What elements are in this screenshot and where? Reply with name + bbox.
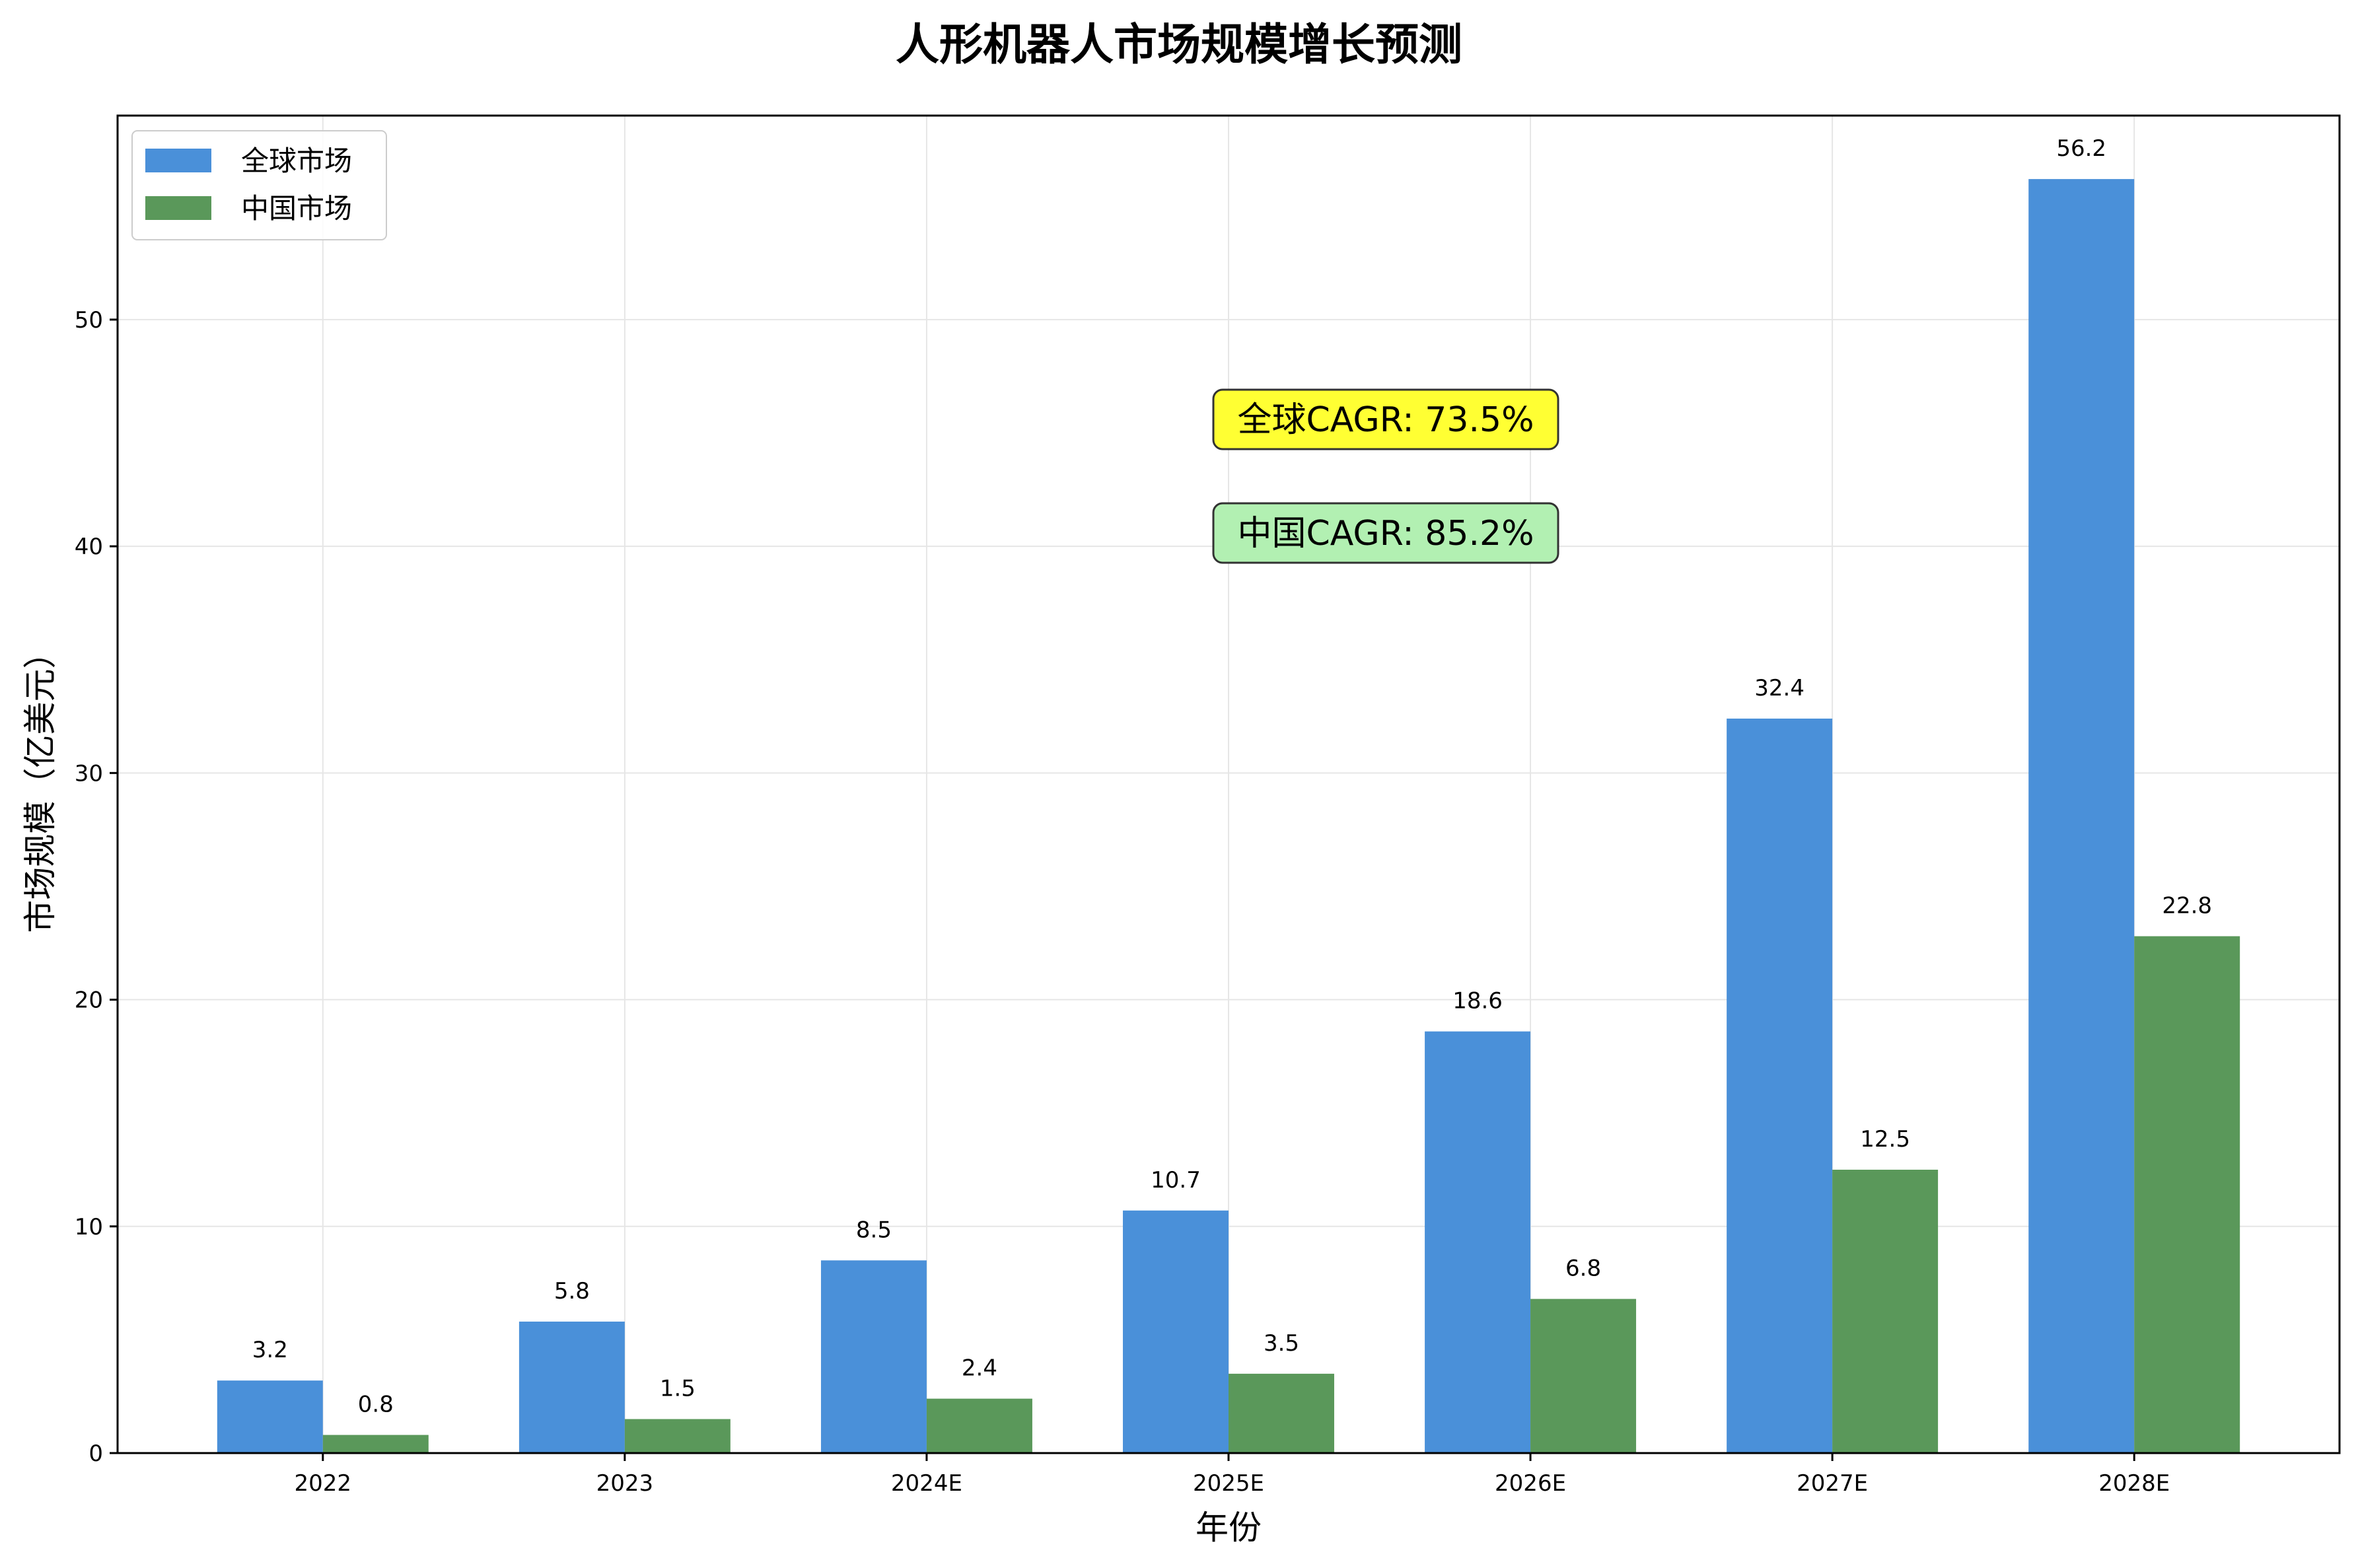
bars [217,179,2240,1453]
x-tick-label-2026e: 2026E [1495,1470,1566,1497]
x-tick-label-2028e: 2028E [2098,1470,2170,1497]
value-label-china-2023: 1.5 [660,1376,696,1402]
x-tick-label-2027e: 2027E [1797,1470,1868,1497]
bar-global-2028e [2028,179,2135,1453]
y-ticks: 0 10 20 30 40 50 [75,307,118,1467]
y-tick-label-0: 0 [89,1441,103,1467]
bar-global-2022 [217,1380,323,1453]
value-label-global-2028e: 56.2 [2056,135,2106,162]
value-label-china-2024e: 2.4 [962,1355,997,1382]
value-label-global-2022: 3.2 [252,1337,288,1363]
cagr-annotation-china: 中国CAGR: 85.2% [1212,502,1559,564]
x-ticks: 2022 2023 2024E 2025E 2026E 2027E 2028E [295,1453,2170,1497]
legend-swatch-china [145,196,211,220]
value-label-china-2022: 0.8 [358,1392,394,1418]
legend: 全球市场 中国市场 [131,130,387,240]
value-label-global-2025e: 10.7 [1151,1167,1201,1194]
y-tick-label-20: 20 [75,987,103,1014]
value-label-global-2023: 5.8 [554,1278,590,1304]
bar-global-2025e [1123,1210,1229,1453]
value-label-china-2027e: 12.5 [1860,1126,1910,1153]
cagr-box-china [1212,502,1559,564]
legend-label-global: 全球市场 [241,145,352,177]
bar-global-2023 [518,1321,625,1453]
bar-global-2027e [1727,718,1833,1453]
x-tick-label-2022: 2022 [295,1470,352,1497]
y-tick-label-30: 30 [75,760,103,787]
legend-swatch-global [145,149,211,172]
cagr-box-global [1212,388,1559,450]
y-tick-label-50: 50 [75,307,103,334]
value-label-global-2026e: 18.6 [1452,988,1503,1015]
y-axis-title: 市场规模（亿美元） [21,636,59,933]
y-tick-label-40: 40 [75,534,103,560]
chart-title: 人形机器人市场规模增长预测 [896,19,1462,70]
bar-china-2022 [322,1435,429,1453]
value-label-global-2024e: 8.5 [856,1217,892,1243]
x-axis-title: 年份 [1196,1509,1262,1547]
value-label-china-2026e: 6.8 [1565,1256,1601,1282]
value-labels: 3.2 0.8 5.8 1.5 8.5 2.4 10.7 3.5 18.6 6.8 32.4 12.5… [252,135,2212,1417]
value-label-china-2028e: 22.8 [2162,892,2212,919]
x-tick-label-2025e: 2025E [1193,1470,1264,1497]
bar-global-2024e [820,1260,927,1453]
y-tick-label-10: 10 [75,1214,103,1240]
bar-china-2028e [2134,936,2240,1453]
bar-china-2026e [1530,1299,1637,1453]
cagr-text-global: 全球CAGR: 73.5% [1237,400,1534,440]
bar-china-2025e [1229,1373,1334,1453]
value-label-china-2025e: 3.5 [1264,1330,1299,1357]
bar-global-2026e [1425,1031,1531,1453]
bar-china-2024e [926,1398,1032,1453]
cagr-text-china: 中国CAGR: 85.2% [1237,514,1534,553]
value-label-global-2027e: 32.4 [1754,675,1804,701]
x-tick-label-2024e: 2024E [891,1470,962,1497]
cagr-annotation-global: 全球CAGR: 73.5% [1212,388,1559,450]
bar-china-2023 [624,1419,731,1453]
bar-china-2027e [1832,1169,1939,1453]
legend-label-china: 中国市场 [241,192,352,225]
x-tick-label-2023: 2023 [596,1470,654,1497]
